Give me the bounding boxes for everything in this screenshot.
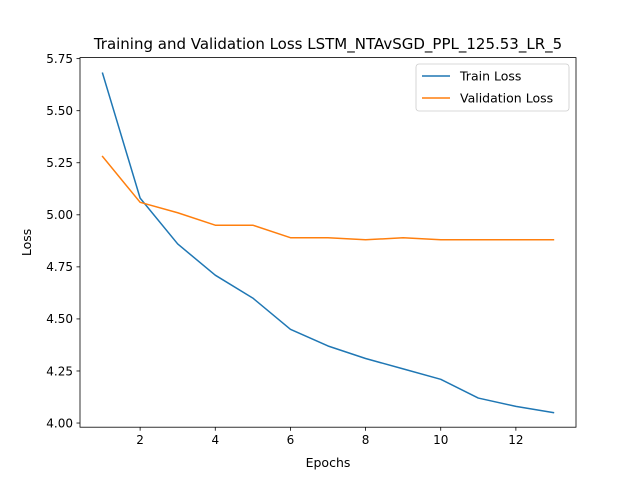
legend-label-train-loss: Train Loss <box>459 69 521 84</box>
x-tick-label: 4 <box>211 433 219 447</box>
y-tick-label: 4.25 <box>46 364 73 378</box>
y-tick-label: 5.25 <box>46 156 73 170</box>
plot-area <box>101 72 555 414</box>
x-axis: 2 4 6 8 10 12 <box>136 427 524 447</box>
legend-label-validation-loss: Validation Loss <box>460 91 553 106</box>
x-tick-label: 6 <box>287 433 295 447</box>
y-tick-label: 5.75 <box>46 52 73 66</box>
y-axis-label: Loss <box>19 229 34 256</box>
y-tick-label: 4.50 <box>46 312 73 326</box>
legend: Train Loss Validation Loss <box>415 63 570 112</box>
plot-frame <box>79 57 577 428</box>
x-tick-label: 8 <box>362 433 370 447</box>
y-tick-label: 5.00 <box>46 208 73 222</box>
y-tick-label: 4.00 <box>46 416 73 430</box>
legend-box <box>415 63 570 112</box>
y-tick-label: 4.75 <box>46 260 73 274</box>
validation-loss-line <box>101 155 555 241</box>
y-axis: 4.00 4.25 4.50 4.75 5.00 5.25 5.50 5.75 <box>46 52 80 430</box>
x-tick-label: 10 <box>433 433 448 447</box>
x-axis-label: Epochs <box>306 455 351 470</box>
x-tick-label: 2 <box>136 433 144 447</box>
y-tick-label: 5.50 <box>46 104 73 118</box>
train-loss-line <box>101 72 555 414</box>
chart-title: Training and Validation Loss LSTM_NTAvSG… <box>93 35 562 54</box>
x-tick-label: 12 <box>508 433 523 447</box>
